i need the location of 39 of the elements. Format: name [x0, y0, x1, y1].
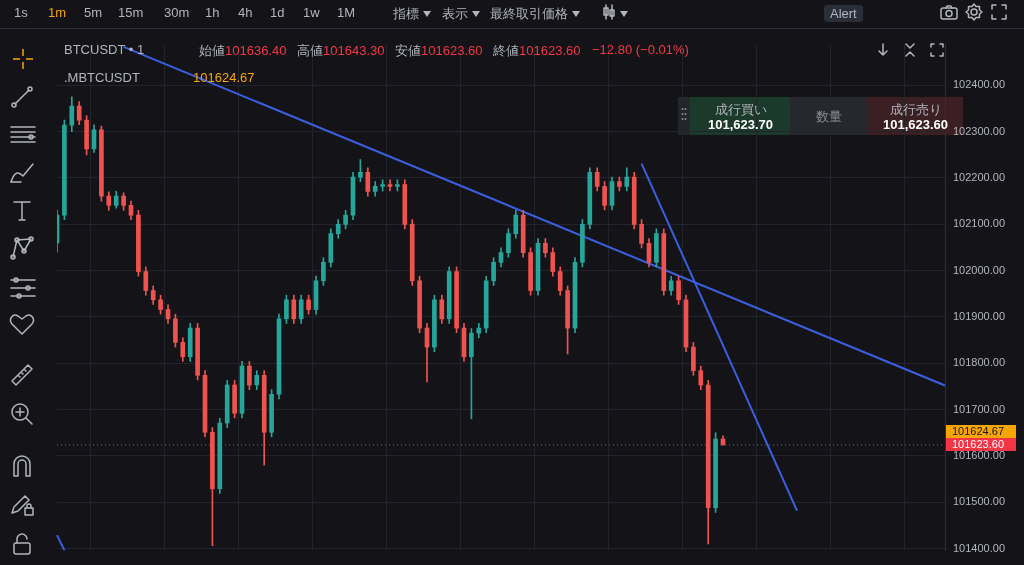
y-tick-label: 102400.00 [953, 78, 1005, 91]
text: 最終取引価格 [490, 5, 568, 23]
text: .MBTCUSDT [64, 70, 140, 85]
annotation: 101,623.70 [706, 117, 775, 132]
annotation: 終値101623.60 [493, 43, 581, 58]
text: 1w [303, 5, 320, 20]
text: 101624.67 [952, 424, 1004, 437]
text: 1M [337, 5, 356, 20]
annotation: 高値101643.30 [297, 43, 385, 58]
y-tick-label: 102100.00 [953, 217, 1005, 230]
y-tick-label: 102000.00 [953, 263, 1005, 276]
y-tick-label: 102200.00 [953, 171, 1005, 184]
text: Alert [824, 5, 863, 22]
text: 15m [118, 5, 144, 20]
y-tick-label: 101400.00 [953, 541, 1005, 554]
text: 1s [14, 5, 28, 20]
y-tick-label: 101500.00 [953, 495, 1005, 508]
y-tick-label: 101800.00 [953, 356, 1005, 369]
annotation: 成行買い [713, 101, 768, 119]
text: 表示 [442, 5, 468, 23]
y-tick-label: 101700.00 [953, 402, 1005, 415]
annotation: 始値101636.40 [199, 43, 287, 58]
y-tick-label: 101600.00 [953, 448, 1005, 461]
annotation: 安値101623.60 [395, 43, 483, 58]
annotation: 数量 [815, 108, 843, 126]
annotation: −12.80 (−0.01%) [592, 42, 689, 57]
text: 30m [164, 5, 190, 20]
ref-line-label: 101623.60 [952, 437, 1004, 450]
y-tick-label: 101900.00 [953, 309, 1005, 322]
text: 1d [270, 5, 285, 20]
text: 1h [205, 5, 220, 20]
annotation: 101,623.60 [882, 117, 949, 132]
text: 4h [238, 5, 253, 20]
text: 指標 [393, 5, 419, 23]
text: 1m [48, 5, 67, 20]
y-tick-label: 102300.00 [953, 124, 1005, 137]
annotation: 成行売り [888, 101, 943, 119]
text: 5m [84, 5, 103, 20]
annotation: 101624.67 [193, 70, 255, 85]
